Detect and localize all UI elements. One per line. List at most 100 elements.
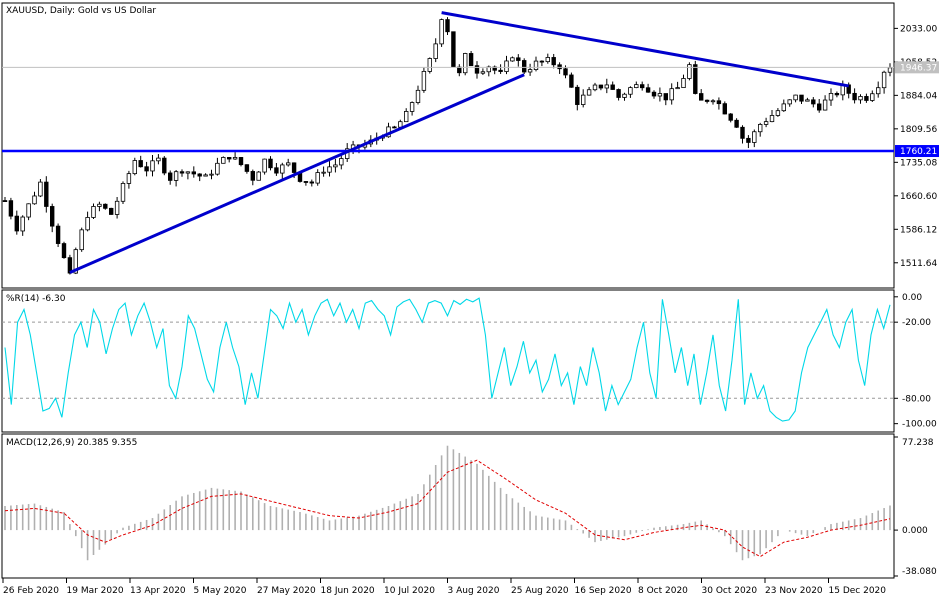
candle — [822, 95, 828, 111]
date-tick-label: 15 Dec 2020 — [829, 586, 887, 596]
wpr-tick-label: -100.00 — [902, 420, 937, 430]
candle — [85, 211, 90, 232]
candle — [693, 60, 698, 95]
macd-panel-title: MACD(12,26,9) 20.385 9.355 — [6, 438, 137, 448]
candle — [474, 61, 480, 79]
candle — [769, 110, 775, 123]
candle — [433, 38, 438, 63]
macd-panel[interactable]: 77.238 0.000 -38.080 MACD(12,26,9) 20.385 … — [1, 433, 937, 579]
candle — [539, 60, 545, 67]
wpr-tick-label: -20.00 — [902, 318, 931, 328]
date-tick-label: 5 May 2020 — [194, 586, 247, 596]
candle — [179, 169, 185, 177]
candle — [97, 201, 102, 212]
candle — [811, 97, 816, 108]
candle — [881, 70, 887, 94]
candle — [451, 31, 456, 68]
price-tick-label: 1809.56 — [900, 125, 937, 135]
candle — [427, 57, 432, 74]
candle — [504, 55, 509, 75]
candle — [103, 203, 108, 210]
candle — [522, 58, 527, 75]
candle — [699, 89, 704, 101]
candle — [645, 83, 651, 93]
candle — [215, 157, 220, 176]
candle — [303, 181, 309, 186]
candle — [669, 83, 674, 105]
candle — [734, 118, 739, 128]
candle — [421, 67, 427, 93]
candle — [663, 93, 668, 106]
candle — [657, 87, 663, 102]
wpr-panel-title: %R(14) -6.30 — [6, 294, 66, 304]
date-tick-label: 30 Oct 2020 — [702, 586, 758, 596]
candle — [44, 176, 49, 213]
macd-axis: 77.238 0.000 -38.080 — [894, 436, 937, 577]
wpr-series — [4, 297, 891, 422]
candle — [55, 223, 61, 248]
candle — [156, 154, 161, 165]
wpr-axis: 0.00 -20.00 -80.00 -100.00 — [2, 293, 937, 430]
candle — [746, 135, 751, 149]
candle — [262, 158, 267, 175]
price-tick-label: 1884.04 — [900, 91, 937, 101]
candle — [232, 152, 238, 160]
candle — [173, 170, 179, 187]
candle — [321, 166, 326, 177]
candle — [120, 181, 126, 205]
macd-tick-label: 0.000 — [902, 526, 928, 536]
candle — [598, 84, 604, 91]
wpr-tick-label: 0.00 — [902, 293, 922, 303]
price-overlays[interactable]: 1946.37 1760.21 — [2, 11, 939, 274]
date-axis: 26 Feb 2020 19 Mar 2020 13 Apr 2020 5 May 2… — [2, 578, 887, 596]
wpr-panel[interactable]: 0.00 -20.00 -80.00 -100.00 %R(14) -6.30 — [1, 289, 937, 433]
candle — [109, 207, 114, 215]
candle — [740, 125, 745, 144]
candle — [462, 52, 468, 76]
falling-trendline[interactable] — [441, 11, 849, 88]
candle — [415, 85, 421, 105]
candle — [752, 129, 757, 148]
current-price-tag — [895, 61, 939, 74]
support-level-tag — [895, 145, 939, 158]
candle — [876, 81, 881, 98]
candle — [575, 84, 580, 111]
price-tick-label: 1735.08 — [900, 158, 937, 168]
price-tick-label: 1511.64 — [900, 259, 937, 269]
candle — [256, 171, 261, 181]
candle — [870, 90, 875, 102]
candle — [569, 72, 574, 88]
price-panel-title: XAUUSD, Daily: Gold vs US Dollar — [6, 6, 156, 16]
candle — [244, 164, 250, 174]
candle — [144, 161, 149, 177]
candle — [191, 166, 196, 178]
candle — [758, 122, 763, 137]
candle — [280, 162, 285, 179]
candle — [185, 171, 191, 180]
candle — [516, 54, 521, 67]
candle — [728, 113, 733, 123]
candle — [309, 179, 314, 187]
candle — [704, 99, 710, 104]
current-price-label: 1946.37 — [900, 63, 937, 73]
candle — [150, 154, 155, 177]
candle — [209, 169, 214, 180]
support-level-label: 1760.21 — [900, 147, 937, 157]
date-tick-label: 25 Aug 2020 — [511, 586, 569, 596]
candle — [197, 173, 202, 182]
price-tick-label: 2033.00 — [900, 24, 937, 34]
candle — [805, 97, 810, 102]
macd-tick-label: 77.238 — [902, 438, 934, 448]
candle — [545, 53, 550, 64]
candle — [610, 81, 615, 90]
date-tick-label: 18 Jun 2020 — [321, 586, 375, 596]
date-tick-label: 3 Aug 2020 — [448, 586, 500, 596]
date-tick-label: 26 Feb 2020 — [3, 586, 59, 596]
candle — [551, 53, 556, 69]
candle — [716, 97, 722, 110]
candle — [315, 169, 320, 186]
candle — [592, 82, 598, 92]
price-panel[interactable]: 2033.001958.521884.041809.561735.081660.… — [1, 2, 939, 289]
rising-trendline[interactable] — [69, 73, 525, 274]
